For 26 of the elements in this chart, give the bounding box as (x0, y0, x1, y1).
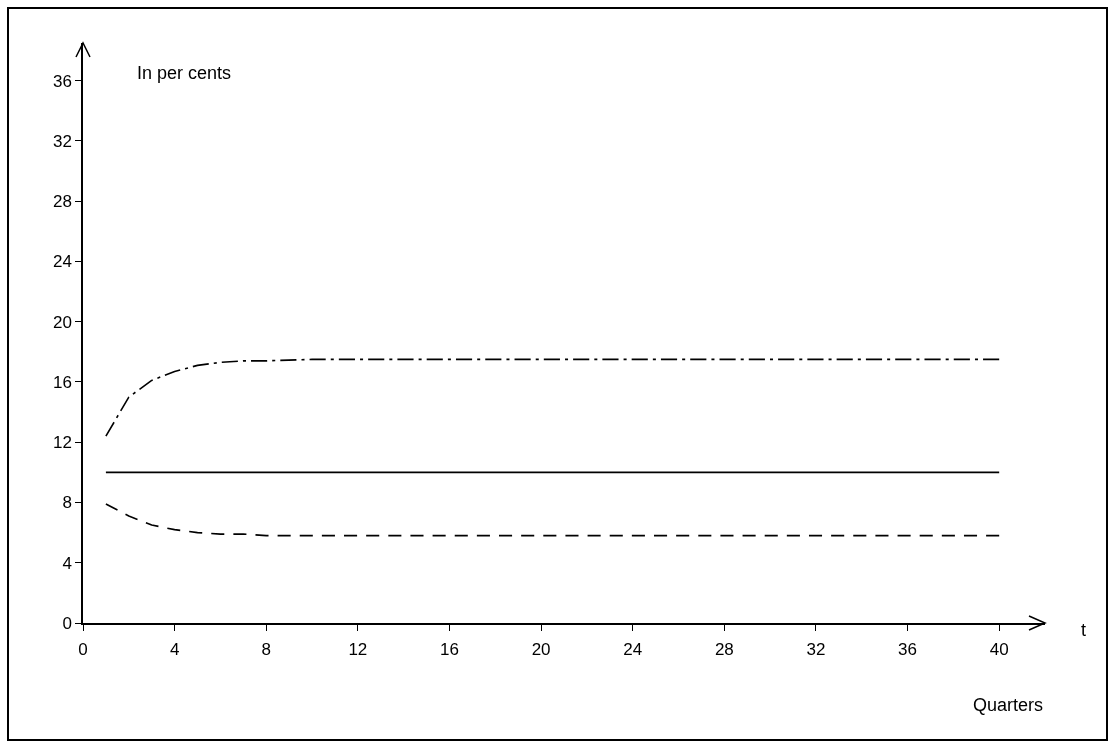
y-axis-title: In per cents (137, 63, 232, 83)
y-tick-label: 28 (52, 192, 72, 212)
y-tick-label: 12 (52, 433, 72, 453)
y-tick-label: 32 (52, 131, 72, 151)
x-axis-title: Quarters (973, 695, 1044, 715)
y-tick-label: 0 (62, 613, 72, 633)
x-tick-label: 28 (714, 640, 734, 660)
x-tick-label: 20 (531, 640, 551, 660)
x-tick-label: 8 (261, 640, 271, 660)
y-tick-label: 16 (52, 372, 72, 392)
line-series (105, 358, 1000, 437)
x-tick-label: 4 (169, 640, 180, 660)
text: t (1081, 620, 1087, 640)
x-tick-label: 40 (989, 640, 1009, 660)
y-tick-label: 8 (62, 493, 72, 513)
x-tick-label: 12 (348, 640, 368, 660)
y-tick-label: 36 (52, 71, 72, 91)
x-tick-label: 16 (440, 640, 459, 660)
line-series (105, 503, 1000, 537)
y-tick-label: 24 (52, 252, 72, 272)
x-tick-label: 0 (78, 640, 88, 660)
y-tick-label: 4 (62, 553, 72, 573)
x-tick-label: 32 (806, 640, 826, 660)
x-tick-label: 24 (623, 640, 643, 660)
y-tick-label: 20 (52, 312, 72, 332)
x-tick-label: 36 (898, 640, 918, 660)
